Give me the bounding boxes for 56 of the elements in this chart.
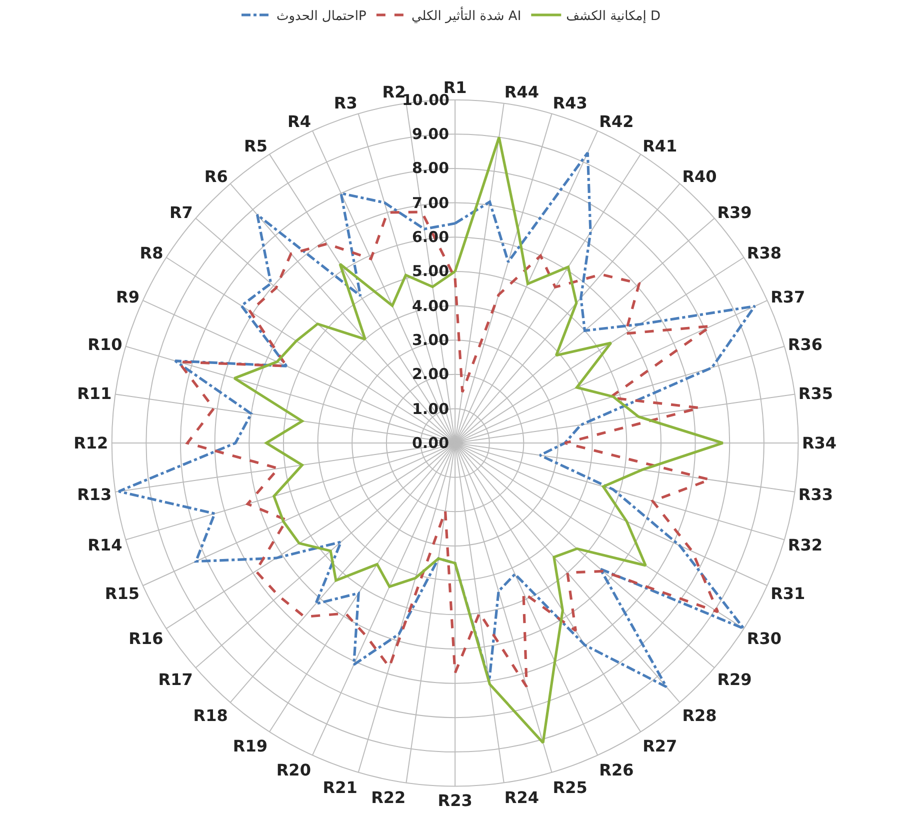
spoke-label: R8 [140,243,164,262]
spoke-label: R20 [276,760,311,780]
spoke-label: R5 [244,136,268,156]
legend-label: شدة التأثير الكلي AI [411,6,522,24]
spoke-label: R10 [88,334,122,354]
y-tick-label: 1.00 [412,400,450,418]
spoke-label: R30 [746,628,782,648]
spoke-label: R35 [798,384,834,403]
spoke-label: R4 [288,112,311,131]
spoke-label: R25 [552,778,588,797]
y-tick-label: 9.00 [412,125,450,143]
legend-label: إمكانية الكشف D [566,9,660,24]
y-tick-label: 6.00 [412,228,450,246]
spoke-label: R7 [169,203,193,222]
spoke-label: R33 [798,485,834,504]
spoke-label: R31 [770,584,806,603]
spoke-label: R26 [599,760,634,780]
y-tick-label: 0.00 [412,434,450,452]
spoke-label: R13 [77,485,112,504]
spoke-label: R12 [74,434,108,453]
spoke-label: R34 [802,434,837,453]
spoke-label: R37 [770,288,806,307]
spoke-label: R39 [717,203,752,222]
spoke-label: R22 [371,788,406,808]
spoke-label: R19 [232,736,268,756]
spoke-label: R18 [193,706,228,725]
spoke-label: R28 [682,706,717,725]
spoke-label: R36 [788,334,822,354]
spoke-label: R14 [88,536,122,555]
spoke-label: R27 [642,736,678,756]
spoke-label: R6 [204,167,228,186]
spoke-label: R2 [382,82,406,102]
spoke-label: R21 [322,778,358,797]
spoke-label: R41 [642,136,678,156]
spoke-label: R9 [116,288,140,307]
legend-label: احتمال الحدوثP [276,9,366,24]
y-tick-label: 8.00 [412,159,450,177]
spoke-label: R3 [334,94,358,113]
y-tick-label: 3.00 [412,331,450,349]
spoke-label: R32 [788,536,822,555]
spoke-label: R23 [438,790,472,810]
y-tick-label: 5.00 [412,262,450,280]
spoke-label: R38 [746,243,782,262]
spoke-label: R15 [104,584,140,603]
spoke-label: R43 [552,94,588,113]
y-tick-label: 4.00 [412,297,450,315]
spoke-label: R24 [504,788,540,808]
spoke-label: R17 [158,670,193,689]
y-tick-label: 2.00 [412,365,450,383]
y-tick-label: 7.00 [412,194,450,212]
spoke-label: R40 [682,167,717,186]
spoke-label: R16 [128,628,164,648]
spoke-label: R42 [599,112,634,131]
spoke-label: R11 [77,384,112,403]
spoke-label: R29 [717,670,752,689]
spoke-label: R44 [504,82,540,102]
